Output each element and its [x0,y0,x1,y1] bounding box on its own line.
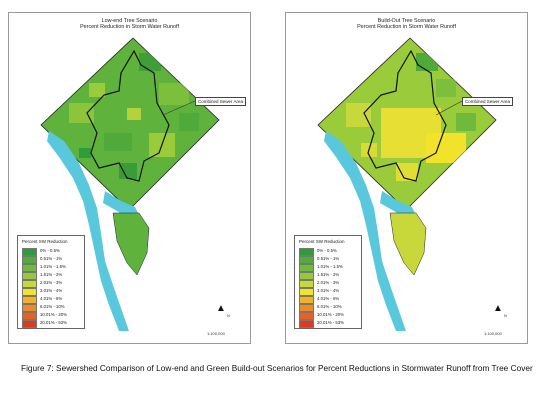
callout-leader [435,100,463,116]
legend-swatch [22,312,37,320]
scale-label: 1:100,000 [484,331,502,336]
legend-label: 3.01% - 4% [40,288,63,293]
legend-swatch [22,248,37,256]
legend-title: Percent SW Reduction [299,239,345,244]
map-low-end [40,37,220,331]
legend-swatch [299,272,314,280]
map-panel-build-out: Build-Out Tree Scenario Percent Reductio… [285,12,528,344]
legend-swatch [22,272,37,280]
legend-swatch [299,320,314,328]
combined-sewer-callout: Combined Sewer Area [462,97,514,106]
north-arrow-icon: ▲ [216,303,226,314]
legend-swatch [22,320,37,328]
legend-label: 0.51% - 1% [317,256,340,261]
legend-label: 2.01% - 3% [317,280,340,285]
legend-label: 0% - 0.5% [317,248,337,253]
legend-label: 1.51% - 2% [317,272,340,277]
river [324,131,406,331]
legend-swatch [299,288,314,296]
legend-label: 2.01% - 3% [40,280,63,285]
legend-swatch [299,304,314,312]
river [47,131,129,331]
legend-label: 0% - 0.5% [40,248,60,253]
legend-swatch [22,264,37,272]
panel-subtitle: Percent Reduction in Storm Water Runoff [80,24,179,30]
legend-label: 10.01% - 20% [317,312,344,317]
legend-swatch [22,296,37,304]
legend-label: 20.01% - 53% [317,320,344,325]
legend-swatch [22,304,37,312]
legend-label: 1.51% - 2% [40,272,63,277]
legend-swatch [299,296,314,304]
panel-title: Build-Out Tree Scenario [377,18,436,24]
legend-label: 3.01% - 4% [317,288,340,293]
combined-sewer-boundary [363,49,447,182]
legend-swatch [299,280,314,288]
south-land [389,212,427,276]
north-arrow-icon: ▲ [493,303,503,314]
legend-label: 4.01% - 6% [317,296,340,301]
figure-caption: Figure 7: Sewershed Comparison of Low-en… [21,363,533,373]
legend-label: 6.01% - 10% [317,304,342,309]
legend-label: 20.01% - 53% [40,320,67,325]
tract-patches [346,53,476,181]
north-label: N [227,313,230,318]
legend-label: 10.01% - 20% [40,312,67,317]
legend-label: 0.51% - 1% [40,256,63,261]
legend-label: 4.01% - 6% [40,296,63,301]
scale-label: 1:100,000 [207,331,225,336]
legend-swatch [299,264,314,272]
map-panel-low-end: Low-end Tree Scenario Percent Reduction … [8,12,251,344]
legend-label: 6.01% - 10% [40,304,65,309]
legend: Percent SW Reduction 0% - 0.5% 0.51% - 1… [17,235,85,329]
legend-swatch [299,312,314,320]
legend-swatch [22,256,37,264]
combined-sewer-callout: Combined Sewer Area [195,97,247,106]
panel-title: Low-end Tree Scenario [101,18,158,24]
legend-label: 1.01% - 1.5% [40,264,66,269]
legend-swatch [299,248,314,256]
legend-title: Percent SW Reduction [22,239,68,244]
legend-swatch [299,256,314,264]
map-build-out [317,37,497,331]
north-label: N [504,313,507,318]
panel-subtitle: Percent Reduction in Storm Water Runoff [357,24,456,30]
legend-swatch [22,280,37,288]
legend-label: 1.01% - 1.5% [317,264,343,269]
legend: Percent SW Reduction 0% - 0.5% 0.51% - 1… [294,235,362,329]
south-land [112,212,150,276]
legend-swatch [22,288,37,296]
callout-leader [162,100,196,116]
combined-sewer-boundary [86,49,170,182]
